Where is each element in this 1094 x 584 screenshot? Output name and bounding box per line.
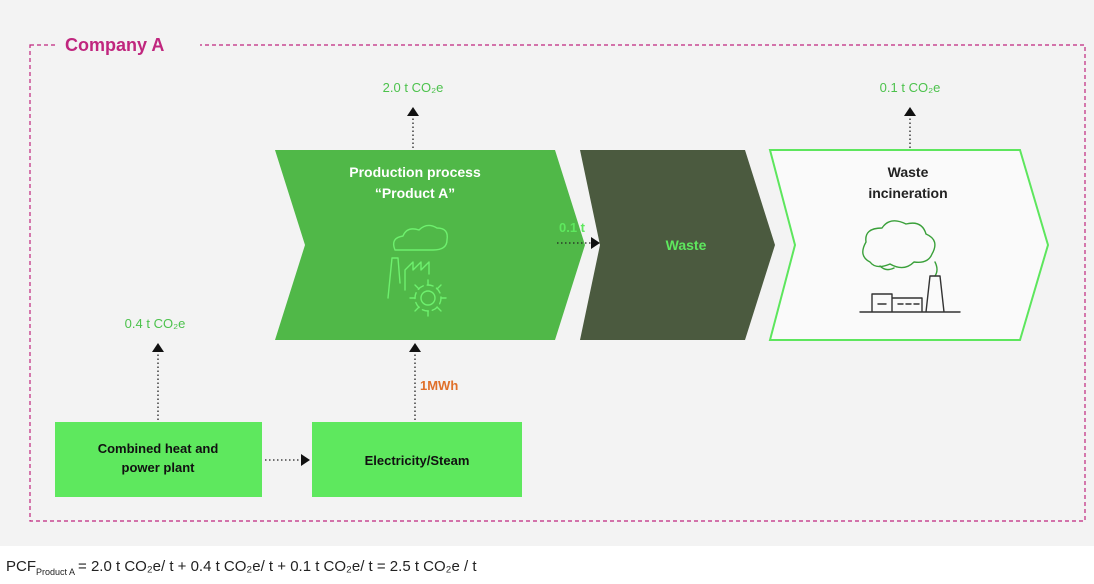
emission-label: 2.0 t CO₂e [383,80,444,95]
node-label: Production process [349,164,481,180]
emission-label: 0.1 t CO₂e [880,80,941,95]
arrows [152,107,916,466]
node-label: incineration [868,185,947,201]
formula-symbol: PCF [6,558,36,575]
waste-chevron [580,150,775,340]
incineration-chevron [768,149,1050,341]
node-label: Electricity/Steam [365,453,470,468]
production-chevron [275,150,585,340]
node-label: Waste [666,237,707,253]
company-boundary [29,44,1086,522]
factory-icon [387,224,448,317]
label-backdrop [58,34,200,56]
node-label: Waste [888,164,929,180]
plant-icon [859,275,961,313]
flow-label: 0.1 t [559,220,586,235]
node-label: power plant [122,460,196,475]
node-label: Combined heat and [98,441,219,456]
emission-label: 0.4 t CO₂e [125,316,186,331]
flow-label: 1MWh [420,378,458,393]
incinerator-icon [862,220,938,277]
electricity-box [312,422,522,497]
formula-subscript: Product A [36,567,75,577]
company-label: Company A [65,35,164,55]
chp-box [55,422,262,497]
node-label: “Product A” [375,185,455,201]
formula: PCFProduct A = 2.0 t CO₂e/ t + 0.4 t CO₂e… [6,558,477,577]
formula-expression: = 2.0 t CO₂e/ t + 0.4 t CO₂e/ t + 0.1 t … [78,558,477,575]
